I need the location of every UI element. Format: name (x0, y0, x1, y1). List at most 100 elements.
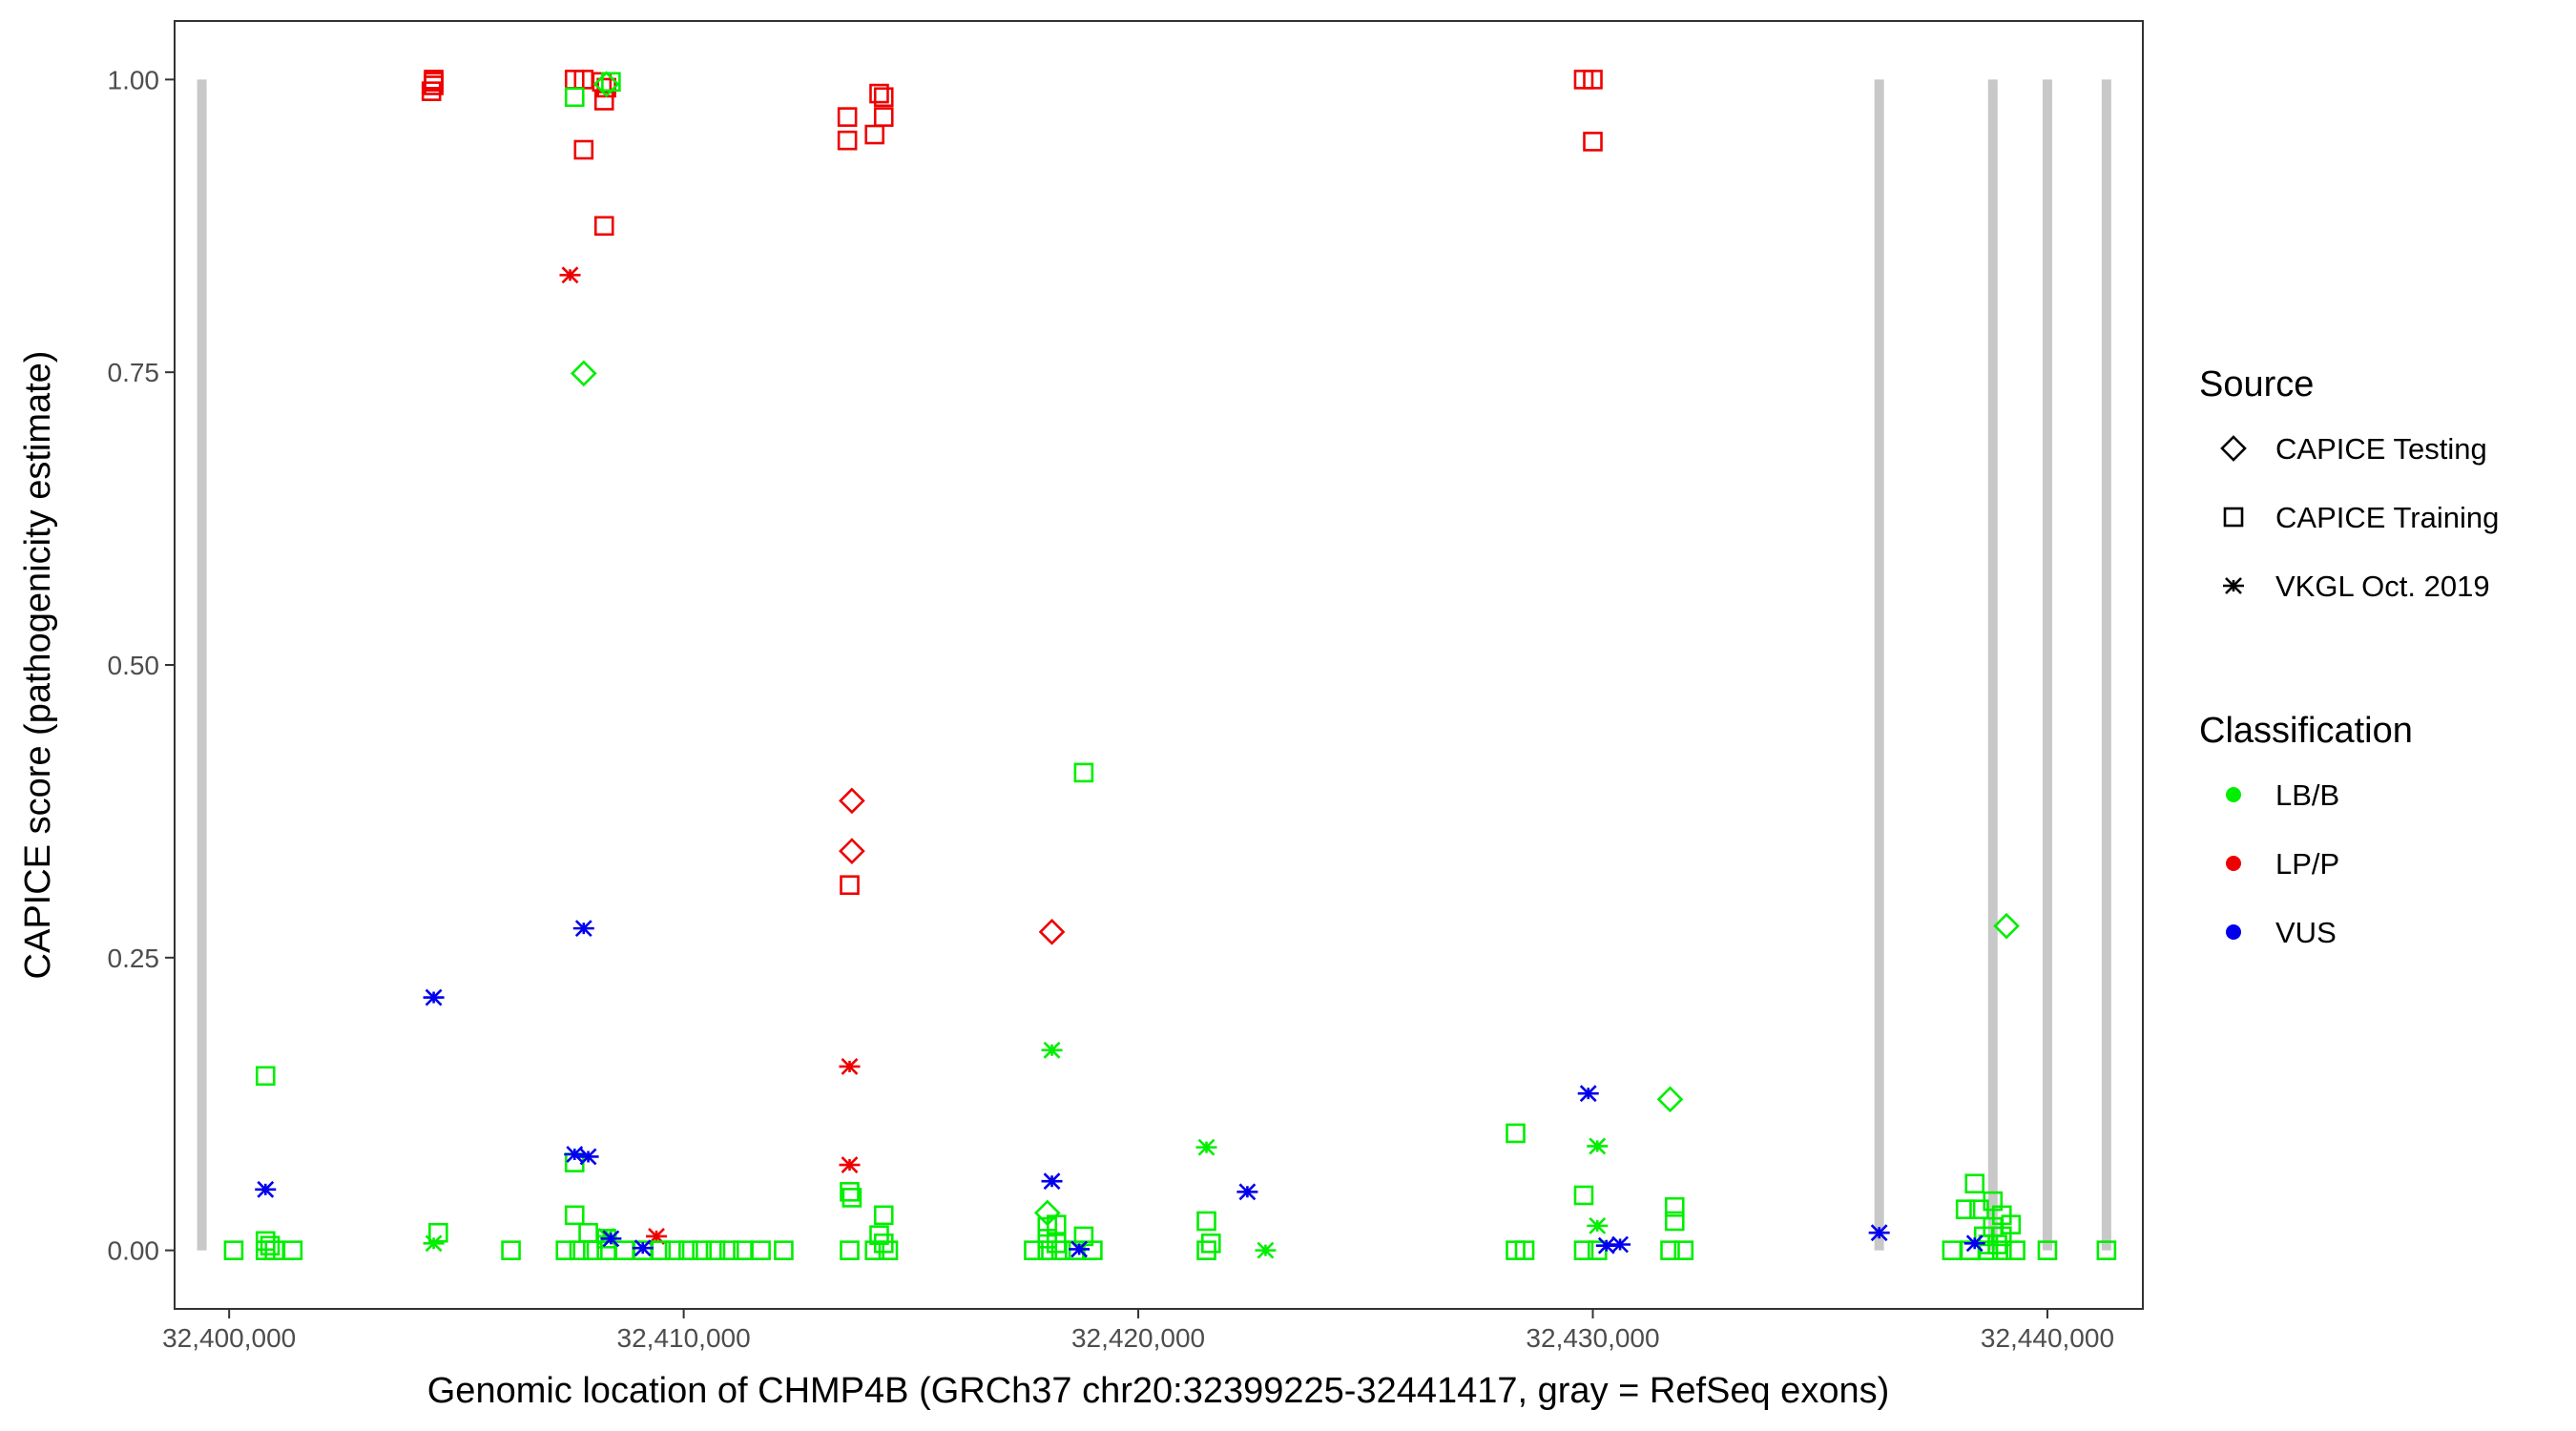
data-point (601, 72, 621, 93)
data-point (1963, 1234, 1985, 1253)
y-tick-label: 0.00 (108, 1236, 160, 1266)
data-point (1673, 1240, 1694, 1260)
data-point (555, 1240, 576, 1260)
data-point (840, 875, 860, 896)
data-point (1955, 1199, 1976, 1219)
data-point (573, 139, 594, 160)
legend-key-training (2223, 507, 2244, 528)
x-axis: 32,400,000 32,410,000 32,420,000 32,430,000… (162, 1309, 2114, 1353)
data-point (255, 1180, 277, 1198)
data-point (840, 1181, 860, 1202)
y-tick-label: 0.75 (108, 358, 160, 387)
data-point (841, 1188, 862, 1208)
legend-label-vus: VUS (2275, 916, 2337, 949)
data-point (1196, 1240, 1216, 1260)
data-point (1041, 1041, 1063, 1059)
data-point (864, 1240, 885, 1260)
data-point (1506, 1123, 1526, 1144)
data-point (583, 1240, 603, 1260)
data-points (223, 70, 2117, 1260)
legend: Source CAPICE Testing CAPICE Training VKGL … (2199, 364, 2499, 949)
data-point (651, 1240, 672, 1260)
data-point (1978, 1240, 1999, 1260)
data-point (577, 1148, 599, 1166)
data-point (864, 124, 885, 145)
data-point (1964, 1173, 1985, 1193)
data-point (1969, 1199, 1989, 1219)
y-tick-label: 1.00 (108, 65, 160, 94)
plot-panel (174, 20, 2144, 1310)
legend-key-vkgl (2223, 577, 2244, 594)
data-point (570, 360, 597, 387)
data-point (873, 87, 894, 108)
data-point (1583, 70, 1603, 90)
data-point (1573, 1185, 1594, 1206)
data-point (1664, 1211, 1685, 1232)
data-point (282, 1240, 303, 1260)
legend-key-testing (2220, 435, 2247, 462)
data-point (2005, 1240, 2025, 1260)
data-point (1038, 918, 1066, 945)
legend-key-lp-p (2226, 856, 2241, 871)
data-point (839, 1156, 861, 1173)
x-tick-label: 32,400,000 (162, 1323, 296, 1353)
data-point (1577, 1085, 1599, 1103)
data-point (423, 988, 445, 1006)
data-point (1664, 1196, 1685, 1217)
data-point (572, 920, 594, 938)
y-axis: 0.00 0.25 0.50 0.75 1.00 (108, 65, 175, 1266)
data-point (424, 75, 444, 95)
data-point (428, 1222, 448, 1243)
data-point (705, 1240, 726, 1260)
y-axis-title: CAPICE score (pathogenicity estimate) (18, 351, 58, 980)
legend-key-vus (2226, 924, 2241, 940)
data-point (1583, 132, 1603, 152)
exon-bar (1874, 79, 1884, 1251)
data-point (869, 83, 889, 104)
data-point (774, 1240, 794, 1260)
data-point (564, 1146, 586, 1163)
data-point (223, 1240, 244, 1260)
data-point (873, 107, 894, 127)
data-point (2096, 1240, 2117, 1260)
data-point (1041, 1172, 1063, 1191)
legend-label-lb-b: LB/B (2275, 778, 2339, 812)
x-axis-title: Genomic location of CHMP4B (GRCh37 chr20… (427, 1371, 1890, 1411)
legend-key-lb-b (2226, 787, 2241, 802)
data-point (664, 1240, 685, 1260)
y-tick-label: 0.25 (108, 944, 160, 973)
data-point (632, 1239, 654, 1257)
data-point (839, 787, 865, 815)
data-point (839, 1058, 861, 1075)
data-point (1992, 1240, 2012, 1260)
exon-bars (197, 79, 2111, 1251)
data-point (564, 1205, 585, 1226)
data-point (1868, 1224, 1890, 1242)
legend-label-testing: CAPICE Testing (2275, 432, 2487, 466)
data-point (1037, 1240, 1058, 1260)
data-point (1587, 1137, 1609, 1155)
legend-label-vkgl: VKGL Oct. 2019 (2275, 570, 2490, 603)
data-point (569, 1240, 590, 1260)
exon-bar (1987, 79, 1998, 1251)
exon-bar (2042, 79, 2052, 1251)
data-point (1073, 762, 1094, 783)
data-point (837, 130, 858, 151)
data-point (578, 1222, 598, 1243)
legend-label-lp-p: LP/P (2275, 847, 2339, 881)
exon-bar (2101, 79, 2111, 1251)
y-tick-label: 0.50 (108, 651, 160, 680)
data-point (600, 1230, 622, 1248)
data-point (564, 87, 585, 108)
x-tick-label: 32,430,000 (1526, 1323, 1659, 1353)
data-point (1236, 1183, 1258, 1201)
data-point (2037, 1240, 2058, 1260)
data-point (1656, 1086, 1684, 1113)
data-point (692, 1240, 712, 1260)
data-point (593, 216, 614, 237)
data-point (614, 1240, 634, 1260)
data-point (678, 1240, 698, 1260)
data-point (1195, 1138, 1217, 1156)
data-point (1942, 1240, 1963, 1260)
data-point (255, 1066, 276, 1087)
